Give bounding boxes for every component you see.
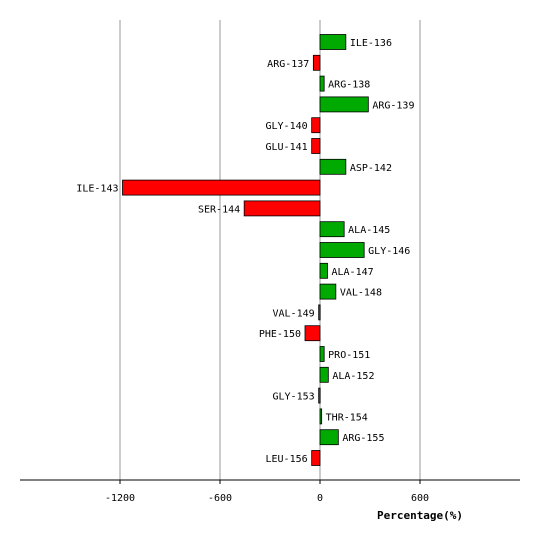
bar-label: SER-144 (198, 204, 240, 215)
bar-val-149 (318, 304, 321, 321)
bar-phe-150 (304, 325, 321, 342)
bar-arg-155 (319, 429, 339, 446)
x-tick-label: 600 (411, 493, 429, 504)
bar-label: GLU-141 (266, 142, 308, 153)
bar-label: ARG-138 (328, 80, 370, 91)
bar-ile-136 (319, 34, 347, 50)
bar-ala-147 (319, 262, 328, 279)
bar-gly-146 (319, 242, 365, 258)
bar-label: ALA-147 (332, 267, 374, 278)
bar-arg-139 (319, 96, 369, 113)
bar-label: ARG-139 (372, 100, 414, 111)
bar-label: VAL-149 (273, 308, 315, 319)
bar-label: GLY-153 (273, 392, 315, 403)
bar-label: GLY-146 (368, 246, 410, 257)
bar-gly-140 (311, 117, 321, 134)
bars (122, 34, 369, 466)
bar-leu-156 (311, 450, 321, 466)
x-axis-title: Percentage(%) (377, 509, 463, 522)
bar-gly-153 (318, 387, 321, 404)
bar-label: ASP-142 (350, 163, 392, 174)
bar-val-148 (319, 283, 337, 300)
bar-ala-145 (319, 221, 345, 238)
bar-ser-144 (243, 200, 321, 217)
bar-pro-151 (319, 346, 325, 362)
bar-label: LEU-156 (266, 454, 308, 465)
bar-arg-138 (319, 75, 325, 92)
bar-arg-137 (312, 54, 321, 71)
bar-label: ALA-152 (332, 371, 374, 382)
bar-label: ARG-155 (342, 433, 384, 444)
bar-label: ALA-145 (348, 225, 390, 236)
x-tick-label: 0 (317, 493, 323, 504)
bar-label: THR-154 (326, 412, 368, 423)
bar-label: GLY-140 (266, 121, 308, 132)
x-ticks: -1200 -600 0 600 (105, 480, 429, 504)
bar-thr-154 (319, 408, 323, 425)
bar-ile-143 (122, 179, 321, 196)
bar-label: ILE-143 (76, 184, 118, 195)
bar-label: PRO-151 (328, 350, 370, 361)
bar-label: VAL-148 (340, 288, 382, 299)
bar-asp-142 (319, 158, 347, 175)
bar-label: PHE-150 (259, 329, 301, 340)
x-tick-label: -600 (208, 493, 232, 504)
bar-glu-141 (311, 138, 321, 154)
bar-label: ARG-137 (267, 59, 309, 70)
x-tick-label: -1200 (105, 493, 135, 504)
bar-ala-152 (319, 366, 329, 383)
bar-label: ILE-136 (350, 38, 392, 49)
